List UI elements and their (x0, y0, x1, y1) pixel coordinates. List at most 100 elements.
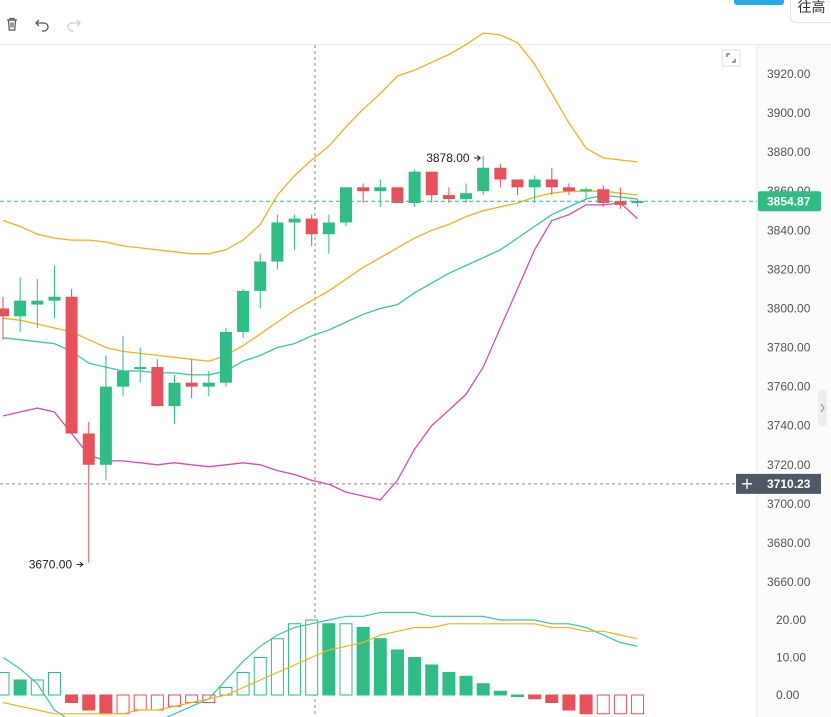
macd-histogram-bar (442, 672, 456, 696)
undo-icon[interactable] (32, 14, 52, 34)
macd-histogram-bar (270, 638, 284, 696)
candle-body (442, 195, 455, 200)
candle-body (562, 187, 575, 192)
crosshair-price-tag-bg (758, 473, 821, 494)
macd-histogram-bar (596, 694, 610, 715)
redo-icon[interactable] (64, 14, 84, 34)
macd-histogram-bar (339, 623, 353, 696)
candle-body (117, 370, 130, 387)
price-tick-label: 3820.00 (767, 262, 811, 276)
low-annotation: 3670.00 (29, 557, 73, 571)
price-tick-label: 3660.00 (767, 575, 811, 589)
price-tick-label: 3920.00 (767, 67, 811, 81)
macd-tick-label: 0.00 (776, 688, 800, 702)
macd-histogram-bar (425, 664, 439, 696)
price-tick-label: 3720.00 (767, 458, 811, 472)
side-collapse-handle[interactable] (818, 390, 827, 426)
candle-body (460, 193, 473, 200)
macd-histogram-bar (545, 694, 559, 703)
candle-body (288, 218, 301, 223)
macd-histogram-bar (562, 694, 576, 711)
macd-histogram-bar (168, 694, 181, 707)
macd-histogram-bar (459, 675, 473, 696)
candle-body (545, 179, 558, 188)
price-tick-label: 3840.00 (767, 223, 811, 237)
candle-body (65, 296, 78, 434)
candle-body (31, 300, 44, 305)
macd-histogram-bar (253, 657, 267, 696)
candle-body (425, 171, 438, 196)
macd-histogram-bar (390, 649, 404, 696)
candle-body (597, 189, 610, 203)
macd-tick-label: 10.00 (776, 651, 806, 665)
macd-histogram-bar (579, 694, 593, 715)
macd-histogram-bar (150, 694, 164, 711)
macd-dif-line (2, 611, 638, 717)
toolbar-divider (0, 44, 831, 45)
price-axis: 3920.003900.003880.003860.003840.003820.… (767, 67, 811, 589)
candle-body (580, 189, 593, 192)
macd-histogram-bar (99, 694, 113, 715)
macd-histogram-bar (288, 623, 302, 696)
candle-body (185, 382, 198, 387)
macd-histogram-bar (116, 694, 130, 715)
candle-body (237, 290, 250, 332)
last-price-tag-bg (758, 191, 821, 212)
macd-histogram-bar (30, 679, 44, 696)
macd-histogram-bar (613, 694, 627, 715)
macd-histogram-bar (236, 672, 250, 696)
price-levels: 3854.87 3710.23 (0, 191, 821, 494)
macd-histogram-bar (511, 694, 524, 697)
candle-body (168, 382, 181, 407)
price-tick-label: 3680.00 (767, 536, 811, 550)
candle-body (254, 261, 267, 291)
candle-body (374, 187, 387, 192)
price-tick-label: 3700.00 (767, 497, 811, 511)
macd-histogram-bar (631, 694, 645, 715)
macd-histogram-bar (65, 694, 79, 703)
price-tick-label: 3900.00 (767, 106, 811, 120)
candlesticks (0, 156, 644, 563)
macd-histogram-bar (13, 679, 27, 696)
expand-icon[interactable] (721, 49, 741, 67)
macd-dea-line (2, 623, 638, 715)
ma-yellow-line (2, 190, 638, 362)
last-price-tag: 3854.87 (767, 194, 811, 208)
candle-body (48, 296, 61, 301)
candle-body (305, 218, 318, 235)
price-tick-label: 3760.00 (767, 380, 811, 394)
chart-toolbar: 往高 (0, 0, 831, 45)
candle-body (82, 433, 95, 465)
price-tick-label: 3880.00 (767, 145, 811, 159)
macd-histogram-bar (373, 638, 387, 696)
bollinger-bands (2, 32, 638, 501)
macd-histogram-bar (82, 694, 96, 711)
plus-icon (742, 478, 752, 489)
macd-panel (0, 611, 645, 717)
price-annotations: 3878.00 3670.00 (29, 151, 481, 571)
candle-body (134, 367, 147, 370)
candle-body (322, 222, 335, 235)
trash-icon[interactable] (2, 14, 22, 34)
crosshair-price-tag: 3710.23 (767, 477, 811, 491)
macd-tick-label: 20.00 (776, 613, 806, 627)
macd-histogram-bar (528, 694, 542, 700)
price-tick-label: 3740.00 (767, 419, 811, 433)
candle-body (340, 187, 352, 223)
macd-histogram-bar (408, 657, 422, 696)
macd-axis: 20.00 10.00 0.00 (776, 613, 806, 702)
moving-average-lines (2, 190, 638, 376)
candle-body (14, 300, 27, 317)
macd-histogram-bar (0, 672, 10, 696)
candle-body (99, 386, 112, 465)
price-axis-background (757, 45, 831, 717)
macd-histogram-bar (219, 687, 233, 696)
candle-body (511, 179, 524, 188)
macd-histogram-bar (47, 672, 61, 696)
candle-body (614, 201, 627, 205)
high-annotation: 3878.00 (426, 151, 470, 165)
macd-histogram-bar (476, 683, 490, 696)
right-side-tab[interactable]: 往高 (790, 0, 831, 23)
candle-body (357, 187, 370, 192)
